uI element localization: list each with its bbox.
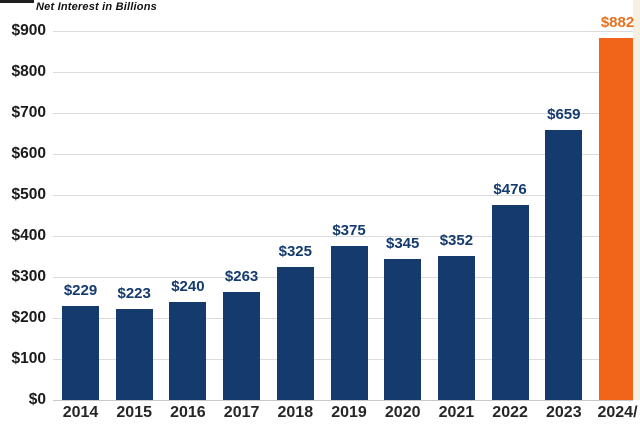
bar-value-label-2021: $352: [439, 231, 474, 249]
bar-value-label-2019: $375: [332, 222, 366, 240]
gridline: [53, 30, 633, 32]
bar-value-label-2023: $659: [547, 105, 581, 123]
bar-2019: [330, 246, 368, 400]
bar-value-label-2014: $229: [63, 282, 98, 300]
x-axis-label-2020: 2020: [384, 404, 421, 421]
x-axis-label-2021: 2021: [438, 404, 475, 421]
gridline: [53, 194, 633, 196]
x-axis-label-2015: 2015: [116, 404, 152, 421]
gridline: [53, 153, 633, 155]
y-axis-label: $400: [11, 227, 46, 244]
y-axis-label: $100: [11, 350, 46, 367]
x-axis-label-2023: 2023: [546, 404, 582, 421]
x-axis-label-2016: 2016: [170, 404, 206, 421]
bar-2022: [491, 204, 529, 400]
bar-2021: [437, 255, 475, 400]
bar-value-label-2016: $240: [171, 277, 205, 295]
x-axis-label-2019: 2019: [331, 404, 367, 421]
x-axis-label-2022: 2022: [492, 404, 528, 421]
y-axis-label: $0: [28, 391, 46, 408]
y-axis-label: $600: [11, 145, 46, 162]
y-axis-label: $800: [11, 63, 46, 80]
x-axis-label-2018: 2018: [277, 404, 314, 421]
gridline: [53, 235, 633, 237]
top-left-edge-artifact: [0, 0, 34, 3]
bar-2017: [223, 292, 261, 400]
bar-value-label-2017: $263: [224, 268, 259, 286]
x-axis-label-2024: 2024/: [597, 404, 638, 421]
y-axis-label: $300: [11, 268, 46, 285]
bar-2023: [545, 129, 583, 400]
bar-value-label-2018: $325: [278, 242, 312, 260]
bar-2015: [115, 308, 153, 400]
gridline: [53, 112, 633, 114]
bar-2018: [276, 266, 314, 400]
x-axis-label-2017: 2017: [223, 404, 260, 421]
y-axis-label: $700: [11, 104, 46, 121]
bar-value-label-2022: $476: [493, 180, 527, 198]
y-axis-label: $900: [11, 22, 46, 39]
bar-2016: [169, 301, 207, 400]
right-edge-strip: [633, 0, 640, 400]
bar-value-label-2020: $345: [386, 234, 420, 252]
bar-value-label-2015: $223: [117, 284, 151, 302]
y-axis-label: $200: [11, 309, 46, 326]
x-axis-label-2014: 2014: [62, 404, 99, 421]
x-axis-line: [53, 399, 633, 401]
bar-2020: [384, 258, 422, 400]
y-axis-label: $500: [11, 186, 46, 203]
bar-2024: [599, 38, 636, 400]
chart-title: Net Interest in Billions: [36, 1, 157, 13]
gridline: [53, 71, 633, 73]
bar-2014: [62, 306, 99, 400]
bar-value-label-2024: $882: [600, 14, 635, 32]
